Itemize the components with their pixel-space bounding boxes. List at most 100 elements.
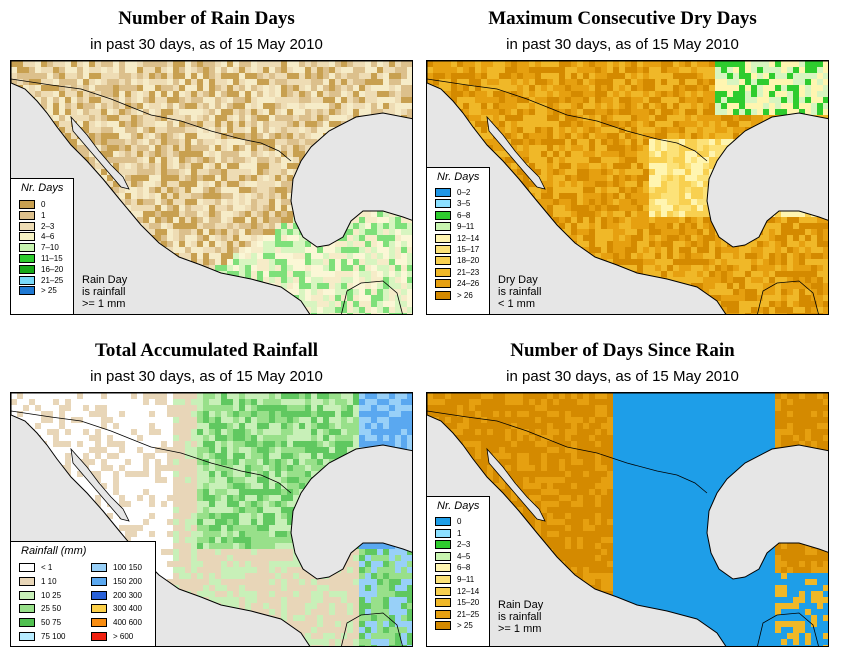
legend-label: 2–3 xyxy=(457,540,471,550)
coastline xyxy=(11,393,412,646)
legend-swatch xyxy=(435,267,451,277)
panel-title: Total Accumulated Rainfall xyxy=(94,340,319,361)
legend-swatch xyxy=(435,563,451,573)
legend-label: 150 200 xyxy=(113,576,142,586)
legend-label: 24–26 xyxy=(457,279,480,289)
legend-total-rainfall: Rainfall (mm) < 1 1 10 10 25 25 50 50 75 75 1… xyxy=(10,541,156,647)
legend-title: Nr. Days xyxy=(437,171,480,183)
legend-label: 4–5 xyxy=(457,551,471,561)
legend-label: 18–20 xyxy=(457,256,480,266)
legend-label: > 25 xyxy=(457,621,473,631)
panel-dry-days: Maximum Consecutive Dry Days in past 30 … xyxy=(416,0,829,318)
legend-label: 7–10 xyxy=(41,243,59,253)
legend-swatch xyxy=(435,551,451,561)
us-mexico-border xyxy=(11,410,292,494)
legend-label: 12–14 xyxy=(457,233,480,243)
legend-label: 6–8 xyxy=(457,563,471,573)
panel-subtitle: in past 30 days, as of 15 May 2010 xyxy=(90,368,323,385)
legend-label: 0 xyxy=(41,200,46,209)
legend-swatch xyxy=(435,586,451,596)
legend-swatch xyxy=(91,618,107,628)
legend-swatch xyxy=(19,604,35,614)
gulf-of-california xyxy=(486,115,546,190)
legend-title: Rainfall (mm) xyxy=(21,545,87,557)
us-mexico-border xyxy=(11,78,292,162)
legend-dry-days: Nr. Days 0–2 3–5 6–8 9–11 12–14 15–17 18–20 21–… xyxy=(426,167,490,315)
guatemala-border xyxy=(341,612,403,646)
legend-swatch xyxy=(435,245,451,254)
legend-label: 15–17 xyxy=(457,245,480,254)
panel-title: Number of Days Since Rain xyxy=(510,340,735,361)
legend-swatch xyxy=(19,264,35,274)
legend-label: 12–14 xyxy=(457,586,480,596)
legend-label: 300 400 xyxy=(113,604,142,614)
legend-swatch xyxy=(19,200,35,209)
panel-title: Maximum Consecutive Dry Days xyxy=(488,8,757,29)
note-line: is rainfall xyxy=(498,611,542,623)
legend-label: 25 50 xyxy=(41,604,62,614)
legend-swatch xyxy=(19,221,35,231)
note-line: Rain Day xyxy=(498,599,544,611)
legend-label: 21–23 xyxy=(457,267,480,277)
legend-label: 50 75 xyxy=(41,618,62,628)
note-line: is rainfall xyxy=(498,286,542,298)
legend-swatch xyxy=(435,621,451,631)
legend-swatch xyxy=(435,199,451,209)
legend-swatch xyxy=(19,275,35,285)
panel-subtitle: in past 30 days, as of 15 May 2010 xyxy=(90,36,323,53)
guatemala-border xyxy=(757,612,819,646)
legend-swatch xyxy=(19,618,35,628)
coastline xyxy=(11,61,412,314)
legend-swatch xyxy=(91,590,107,600)
legend-label: 9–11 xyxy=(457,575,475,584)
legend-swatch xyxy=(435,609,451,619)
note-line: >= 1 mm xyxy=(82,298,126,310)
legend-swatch xyxy=(435,256,451,266)
legend-days-since-rain: Nr. Days 0 1 2–3 4–5 6–8 9–11 12–14 15–20 21–25 >… xyxy=(426,496,490,647)
guatemala-border xyxy=(341,280,403,314)
legend-label: 75 100 xyxy=(41,632,66,641)
us-mexico-border xyxy=(427,78,708,162)
legend-label: 0–2 xyxy=(457,188,471,197)
map-dry-days xyxy=(426,60,829,315)
legend-label: 10 25 xyxy=(41,590,62,600)
panel-title: Number of Rain Days xyxy=(118,8,295,29)
map-canvas xyxy=(11,61,412,314)
panel-total-rainfall: Total Accumulated Rainfall in past 30 da… xyxy=(0,332,413,650)
guatemala-border xyxy=(757,280,819,314)
map-rain-days xyxy=(10,60,413,315)
legend-label: 1 xyxy=(41,210,46,220)
legend-swatch xyxy=(19,232,35,242)
legend-label: 15–20 xyxy=(457,598,480,608)
panel-subtitle: in past 30 days, as of 15 May 2010 xyxy=(506,368,739,385)
legend-swatch xyxy=(91,604,107,614)
gulf-of-california xyxy=(70,447,130,522)
panel-rain-days: Number of Rain Days in past 30 days, as … xyxy=(0,0,413,318)
legend-swatch xyxy=(435,598,451,608)
map-canvas xyxy=(427,61,828,314)
legend-label: 16–20 xyxy=(41,264,64,274)
legend-label: 1 10 xyxy=(41,576,57,586)
legend-label: 1 xyxy=(457,528,462,538)
coastline xyxy=(427,61,828,314)
gulf-of-california xyxy=(70,115,130,190)
legend-swatch xyxy=(19,286,35,296)
legend-swatch xyxy=(19,563,35,572)
map-note: Rain Day is rainfall >= 1 mm xyxy=(82,274,127,310)
legend-swatch xyxy=(435,210,451,220)
legend-swatch xyxy=(435,222,451,232)
legend-swatch xyxy=(19,254,35,263)
legend-swatch xyxy=(19,632,35,641)
legend-swatch xyxy=(435,575,451,584)
legend-label: 100 150 xyxy=(113,563,142,572)
panel-subtitle: in past 30 days, as of 15 May 2010 xyxy=(506,36,739,53)
legend-swatch xyxy=(435,188,451,197)
us-mexico-border xyxy=(427,410,708,494)
legend-title: Nr. Days xyxy=(437,500,480,512)
note-line: Rain Day xyxy=(82,274,128,286)
legend-swatch xyxy=(91,563,107,572)
legend-label: 3–5 xyxy=(457,199,471,209)
legend-title: Nr. Days xyxy=(21,182,64,194)
legend-label: 9–11 xyxy=(457,222,475,232)
legend-swatch xyxy=(435,528,451,538)
